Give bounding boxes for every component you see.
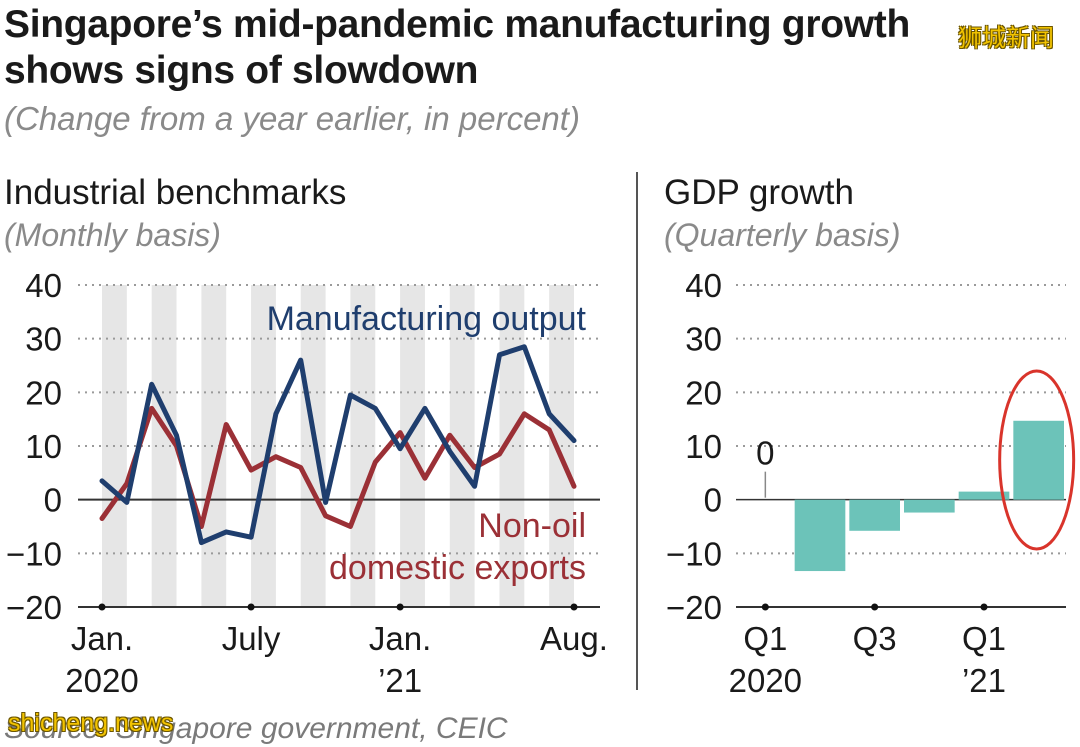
right-y-ticks: 40 30 20 10 0 −10 −20 xyxy=(666,267,722,626)
y-tick-label: 10 xyxy=(25,428,62,465)
y-tick-label: 10 xyxy=(685,428,722,465)
x-tick-label: 2020 xyxy=(65,662,138,699)
left-x-ticks: Jan. 2020 July Jan. ’21 Aug. xyxy=(65,603,608,699)
left-series-labels: Manufacturing output Non-oil domestic expo… xyxy=(267,300,587,587)
gdp-bar xyxy=(1013,420,1064,500)
manufacturing-output-label: Manufacturing output xyxy=(267,300,587,338)
month-band xyxy=(300,285,326,607)
x-tick-label: Q3 xyxy=(853,620,897,657)
left-series-lines xyxy=(99,344,577,546)
month-band xyxy=(350,285,376,607)
y-tick-label: 20 xyxy=(25,374,62,411)
x-tick-dot xyxy=(247,603,255,611)
x-tick-label: Aug. xyxy=(540,620,608,657)
y-tick-label: 0 xyxy=(704,482,722,519)
right-panel-subtitle: (Quarterly basis) xyxy=(664,217,901,253)
y-tick-label: 40 xyxy=(685,267,722,304)
gdp-bar xyxy=(794,499,846,572)
source-note: Source: Singapore government, CEIC xyxy=(4,712,508,745)
x-tick-label: Jan. xyxy=(71,620,133,657)
y-tick-label: −20 xyxy=(666,589,722,626)
x-tick-label: ’21 xyxy=(962,662,1006,699)
x-tick-dot xyxy=(871,603,879,611)
gdp-bar xyxy=(849,499,900,531)
y-tick-label: −20 xyxy=(6,589,62,626)
x-tick-label: 2020 xyxy=(729,662,802,699)
left-y-ticks: 40 30 20 10 0 −10 −20 xyxy=(6,267,62,626)
zero-annotation-label: 0 xyxy=(756,435,774,472)
gdp-bar xyxy=(958,491,1010,500)
non-oil-label: Non-oil xyxy=(478,507,586,545)
right-x-ticks: Q1 2020 Q3 Q1 ’21 xyxy=(729,603,1006,699)
x-tick-dot xyxy=(396,603,404,611)
left-panel-title: Industrial benchmarks xyxy=(4,173,346,212)
watermark-top: 狮城新闻 xyxy=(958,25,1054,52)
y-tick-label: 20 xyxy=(685,374,722,411)
y-tick-label: 40 xyxy=(25,267,62,304)
x-tick-dot xyxy=(570,603,578,611)
y-tick-label: −10 xyxy=(666,535,722,572)
left-panel-subtitle: (Monthly basis) xyxy=(4,217,221,253)
x-tick-label: Q1 xyxy=(962,620,1006,657)
title-line-2: shows signs of slowdown xyxy=(4,49,479,92)
x-tick-dot xyxy=(980,603,988,611)
x-tick-label: Q1 xyxy=(743,620,787,657)
y-tick-label: −10 xyxy=(6,535,62,572)
x-tick-label: July xyxy=(222,620,281,657)
x-tick-label: Jan. xyxy=(369,620,431,657)
x-tick-dot xyxy=(98,603,106,611)
y-tick-label: 30 xyxy=(25,321,62,358)
gdp-bars xyxy=(794,420,1064,572)
chart-subtitle: (Change from a year earlier, in percent) xyxy=(4,100,580,137)
y-tick-label: 30 xyxy=(685,321,722,358)
title-line-1: Singapore’s mid-pandemic manufacturing g… xyxy=(4,3,910,46)
y-tick-label: 0 xyxy=(44,482,62,519)
right-annotations: 0 xyxy=(756,369,1076,551)
gdp-bar xyxy=(904,499,955,513)
x-tick-label: ’21 xyxy=(378,662,422,699)
chart-title: Singapore’s mid-pandemic manufacturing g… xyxy=(4,2,910,94)
x-tick-dot xyxy=(761,603,769,611)
domestic-exports-label: domestic exports xyxy=(329,549,586,587)
manufacturing-output-line xyxy=(99,344,577,546)
right-panel-title: GDP growth xyxy=(664,173,854,212)
watermark-bottom: shicheng.news xyxy=(8,709,174,737)
highlight-circle xyxy=(998,369,1076,551)
